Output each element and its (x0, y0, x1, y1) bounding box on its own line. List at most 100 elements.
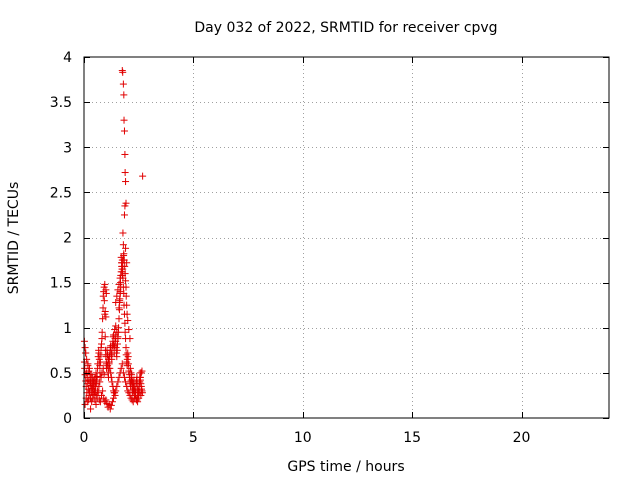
data-point (89, 385, 97, 393)
data-point (119, 262, 127, 270)
y-tick-label: 2 (63, 231, 72, 247)
data-point (100, 371, 108, 379)
y-tick-label: 2.5 (50, 185, 72, 201)
data-point (108, 398, 116, 406)
data-point (134, 391, 142, 399)
data-point (107, 369, 115, 377)
data-point (123, 301, 131, 309)
data-point (123, 310, 131, 318)
data-points (80, 67, 147, 413)
data-point (101, 280, 109, 288)
y-tick-label: 1.5 (50, 276, 72, 292)
data-point (115, 315, 123, 323)
data-point (85, 389, 93, 397)
data-point (121, 169, 129, 177)
y-tick-label: 0.5 (50, 366, 72, 382)
data-point (94, 387, 102, 395)
data-point (99, 315, 107, 323)
data-point (122, 378, 130, 386)
data-point (92, 400, 100, 408)
data-point (124, 360, 132, 368)
data-point (120, 211, 128, 219)
data-point (88, 380, 96, 388)
data-point (96, 358, 104, 366)
data-point (122, 244, 130, 252)
data-point (90, 391, 98, 399)
data-point (113, 353, 121, 361)
y-tick-label: 3 (63, 140, 72, 156)
data-point (121, 202, 129, 210)
data-point (116, 289, 124, 297)
data-point (124, 317, 132, 325)
data-point (101, 333, 109, 341)
data-point (134, 398, 142, 406)
y-tick-label: 1 (63, 321, 72, 337)
data-point (95, 396, 103, 404)
data-point (125, 326, 133, 334)
data-point (113, 346, 121, 354)
data-point (95, 382, 103, 390)
data-point (119, 80, 127, 88)
data-point (106, 405, 114, 413)
data-point (122, 292, 130, 300)
data-point (119, 229, 127, 237)
data-point (137, 369, 145, 377)
data-point (119, 369, 127, 377)
data-point (93, 372, 101, 380)
data-point (128, 373, 136, 381)
data-point (100, 297, 108, 305)
data-point (84, 396, 92, 404)
y-tick-label: 0 (63, 411, 72, 427)
data-point (101, 308, 109, 316)
data-point (138, 367, 146, 375)
data-point (88, 398, 96, 406)
data-point (102, 313, 110, 321)
data-point (126, 364, 134, 372)
data-point (122, 178, 130, 186)
data-point (134, 387, 142, 395)
data-point (102, 289, 110, 297)
data-point (105, 360, 113, 368)
data-point (127, 369, 135, 377)
data-point (120, 91, 128, 99)
data-point (119, 241, 127, 249)
data-point (133, 396, 141, 404)
data-point (120, 127, 128, 135)
data-point (121, 328, 129, 336)
data-point (93, 391, 101, 399)
data-point (111, 391, 119, 399)
data-point (114, 378, 122, 386)
x-tick-label: 0 (80, 430, 89, 446)
data-point (106, 364, 114, 372)
data-point (99, 364, 107, 372)
data-point (120, 252, 128, 260)
x-tick-label: 20 (513, 430, 531, 446)
data-point (102, 396, 110, 404)
data-point (84, 362, 92, 370)
data-point (115, 324, 123, 332)
data-point (120, 373, 128, 381)
y-axis-label: SRMTID / TECUs (6, 182, 22, 295)
data-point (98, 328, 106, 336)
data-point (110, 387, 118, 395)
data-point (99, 304, 107, 312)
data-point (81, 344, 89, 352)
data-point (122, 344, 130, 352)
data-point (139, 172, 147, 180)
data-point (136, 373, 144, 381)
tick-marks (84, 57, 609, 419)
data-point (116, 274, 124, 282)
data-point (135, 382, 143, 390)
data-point (109, 382, 117, 390)
data-point (112, 322, 120, 330)
data-point (114, 335, 122, 343)
data-point (118, 360, 126, 368)
data-point (108, 378, 116, 386)
data-point (86, 371, 94, 379)
data-point (98, 335, 106, 343)
data-point (117, 283, 125, 291)
data-point (129, 382, 137, 390)
data-point (119, 68, 127, 76)
x-tick-label: 10 (294, 430, 312, 446)
